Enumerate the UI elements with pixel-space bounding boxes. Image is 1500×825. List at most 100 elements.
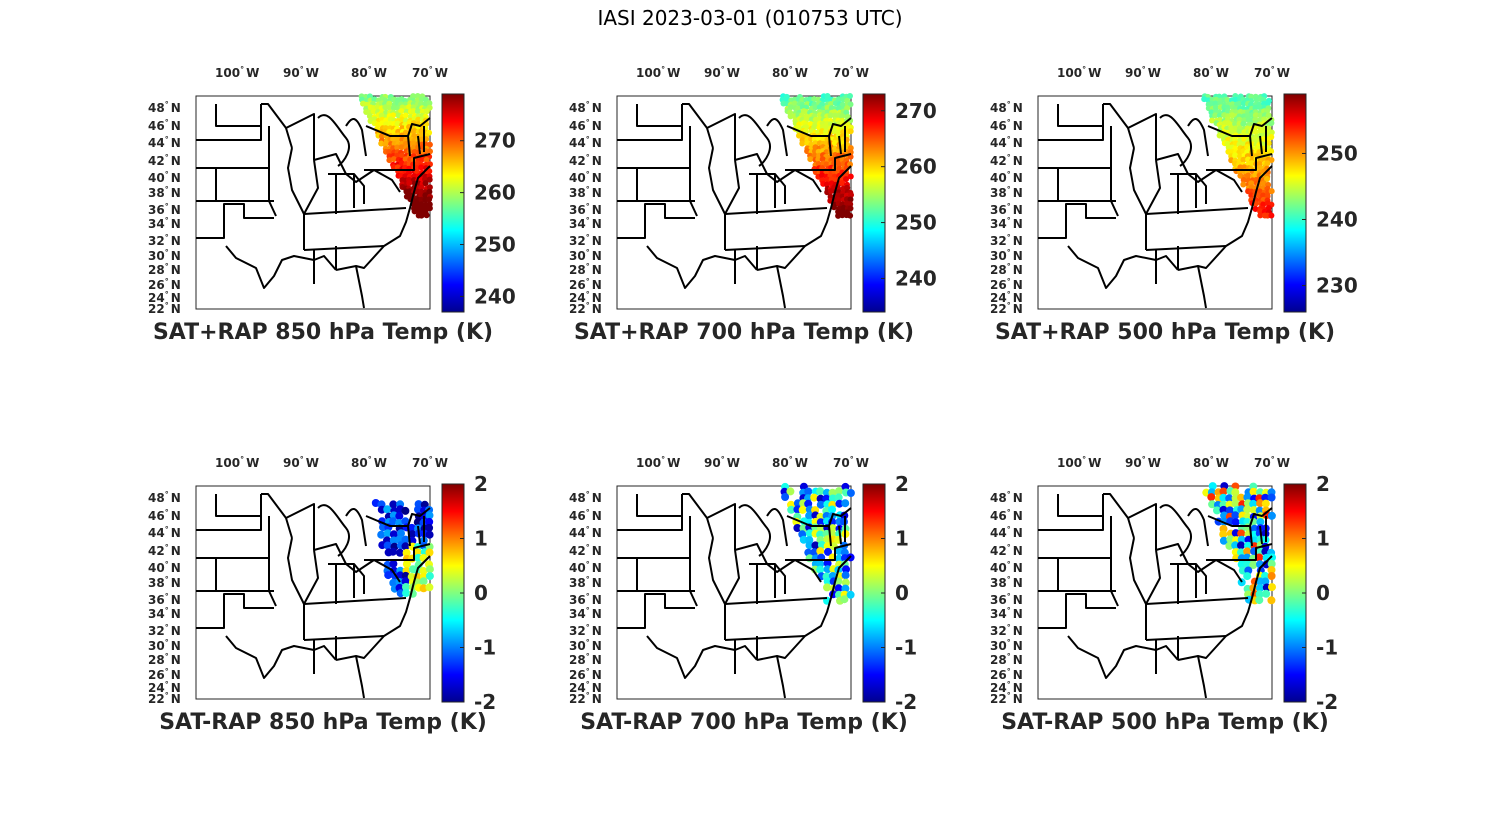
- lon-tick-label: 90° W: [704, 65, 740, 80]
- lat-tick-label: 32° N: [569, 623, 602, 638]
- lat-tick-label: 46° N: [990, 118, 1023, 133]
- state-border: [706, 503, 736, 550]
- swath-point: [848, 192, 854, 198]
- swath-point: [1267, 493, 1276, 502]
- swath-point: [383, 505, 392, 514]
- swath-point: [402, 583, 410, 591]
- swath-point: [414, 108, 421, 115]
- state-border: [196, 593, 274, 629]
- state-border: [828, 135, 832, 157]
- lat-tick-label: 44° N: [148, 525, 181, 540]
- swath-point: [407, 523, 416, 532]
- swath-point: [816, 500, 825, 509]
- colorbar-tick-label: -2: [474, 690, 496, 714]
- swath-point: [1237, 505, 1246, 514]
- swath-point: [828, 505, 837, 514]
- lat-tick-label: 34° N: [990, 216, 1023, 231]
- swath-point: [831, 140, 838, 146]
- lat-tick-label: 42° N: [990, 153, 1023, 168]
- swath-point: [377, 530, 386, 539]
- state-border: [313, 543, 347, 565]
- swath-point: [791, 100, 798, 107]
- swath-point: [816, 518, 825, 527]
- swath-point: [402, 548, 411, 557]
- lat-tick-label: 32° N: [990, 233, 1023, 248]
- swath-point: [842, 565, 850, 574]
- swath-point: [414, 505, 422, 514]
- swath-point: [1231, 518, 1240, 527]
- lat-tick-label: 36° N: [990, 592, 1023, 607]
- swath-point: [1219, 493, 1228, 502]
- lat-tick-label: 38° N: [569, 575, 602, 590]
- swath-point: [823, 565, 832, 574]
- swath-point: [1255, 596, 1264, 605]
- swath-point: [1268, 148, 1275, 155]
- state-border: [285, 113, 315, 160]
- state-border: [225, 245, 337, 289]
- lat-tick-label: 36° N: [569, 202, 602, 217]
- state-border: [407, 525, 411, 547]
- swath-point: [819, 172, 826, 179]
- swath-point: [1256, 518, 1265, 526]
- swath-point: [396, 548, 404, 557]
- state-boundaries: [617, 493, 852, 699]
- colorbar-tick-label: 270: [474, 129, 516, 153]
- swath-point: [1256, 584, 1264, 593]
- swath-point: [389, 530, 398, 539]
- state-border: [1145, 245, 1227, 251]
- swath-point: [1257, 112, 1264, 119]
- state-border: [828, 525, 832, 547]
- lon-tick-label: 100° W: [1057, 455, 1101, 470]
- lat-tick-label: 44° N: [148, 135, 181, 150]
- swath-point: [426, 100, 433, 107]
- swath-point: [1232, 120, 1239, 127]
- state-border: [287, 537, 305, 605]
- panel-title: SAT+RAP 500 hPa Temp (K): [995, 320, 1335, 345]
- swath-point: [1267, 560, 1276, 568]
- swath-point: [1209, 117, 1215, 124]
- swath-point: [1268, 120, 1275, 126]
- swath-point: [811, 541, 820, 550]
- swath-point: [1224, 108, 1231, 115]
- lon-tick-label: 70° W: [1254, 65, 1290, 80]
- swath-point: [402, 560, 411, 569]
- swath-point: [425, 523, 434, 532]
- swath-point: [799, 140, 806, 147]
- swath-point: [831, 128, 838, 135]
- swath-point: [834, 554, 843, 563]
- swath-point: [1240, 177, 1247, 183]
- lat-tick-label: 26° N: [148, 667, 181, 682]
- swath-point: [398, 108, 405, 115]
- swath-point: [846, 489, 855, 497]
- swath-point: [418, 164, 425, 171]
- lat-tick-label: 28° N: [569, 652, 602, 667]
- state-border: [303, 597, 407, 605]
- swath-point: [1265, 140, 1272, 147]
- colorbar-tick-label: 2: [1316, 472, 1330, 496]
- state-border: [313, 153, 347, 175]
- panel-title: SAT-RAP 700 hPa Temp (K): [580, 710, 908, 735]
- swath-point: [816, 547, 825, 556]
- swath-point: [1261, 577, 1270, 586]
- state-border: [804, 555, 852, 637]
- lat-tick-label: 46° N: [569, 118, 602, 133]
- state-border: [1067, 635, 1179, 679]
- state-border: [766, 118, 788, 157]
- map-panel: 100° W 90° W 80° W 70° W 48° N 46° N 44° N 42° N 40° N38°…: [990, 65, 1358, 345]
- lat-tick-label: 26° N: [569, 277, 602, 292]
- panel-title: SAT-RAP 500 hPa Temp (K): [1001, 710, 1329, 735]
- swath-point: [1268, 583, 1276, 592]
- colorbar-tick-label: 250: [474, 233, 516, 257]
- swath-point: [425, 583, 434, 592]
- swath-point: [390, 136, 397, 142]
- state-border: [1038, 203, 1116, 239]
- swath-point: [1267, 566, 1276, 574]
- swath-point: [828, 524, 837, 533]
- lat-tick-label: 24° N: [569, 680, 602, 695]
- swath-point: [823, 577, 832, 586]
- lat-tick-label: 34° N: [990, 606, 1023, 621]
- swath-point: [1248, 93, 1255, 100]
- swath-point: [1257, 104, 1263, 111]
- lat-tick-label: 42° N: [569, 153, 602, 168]
- lon-tick-label: 90° W: [704, 455, 740, 470]
